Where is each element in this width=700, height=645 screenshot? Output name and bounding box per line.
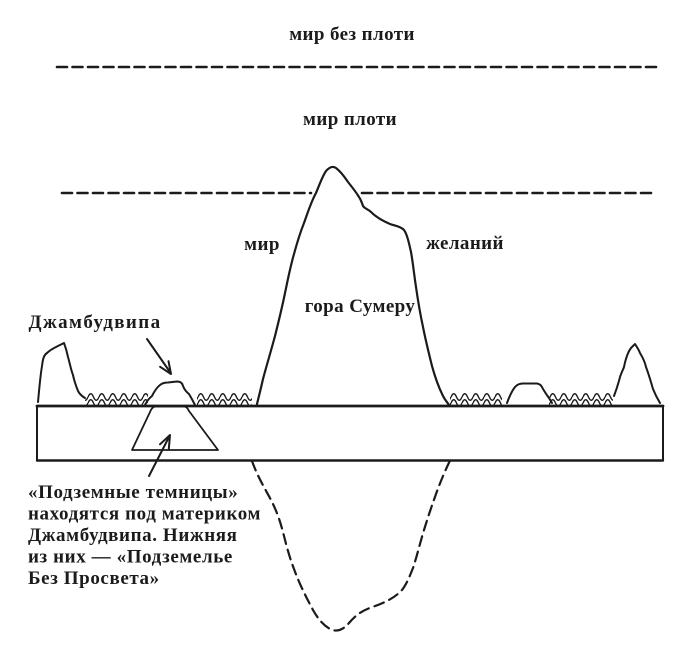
- caption-line-4: из них — «Подземелье: [28, 547, 233, 568]
- ocean-waves-midleft: [197, 392, 252, 405]
- dungeon-arrow: [148, 434, 171, 477]
- label-world-without-flesh: мир без плоти: [289, 24, 415, 45]
- label-mount-sumeru: гора Сумеру: [305, 296, 416, 317]
- sumeru-underground-outline: [250, 459, 452, 632]
- caption-line-5: Без Просвета»: [28, 568, 160, 589]
- left-peak-outline: [37, 342, 86, 403]
- label-world-of-desires-right: желаний: [426, 233, 504, 254]
- caption-line-1: «Подземные темницы»: [28, 482, 238, 503]
- jambudvipa-arrow: [146, 338, 172, 375]
- ocean-waves-right: [549, 392, 613, 405]
- caption-line-3: Джамбудвипа. Нижняя: [28, 525, 238, 546]
- caption-line-2: находятся под материком: [28, 504, 261, 525]
- jambudvipa-hill-outline: [144, 380, 196, 406]
- underground-caption: «Подземные темницы» находятся под матери…: [28, 482, 261, 589]
- ocean-waves-midright: [450, 392, 502, 405]
- label-jambudvipa: Джамбудвипа: [28, 312, 161, 333]
- underground-dungeon-outline: [131, 405, 219, 451]
- mount-sumeru-outline: [255, 165, 451, 407]
- label-world-of-flesh: мир плоти: [303, 109, 397, 130]
- ocean-waves-left: [85, 392, 148, 405]
- right-peak-outline: [613, 343, 661, 404]
- label-world-of-desires-left: мир: [244, 234, 280, 255]
- right-hill-outline: [506, 382, 553, 404]
